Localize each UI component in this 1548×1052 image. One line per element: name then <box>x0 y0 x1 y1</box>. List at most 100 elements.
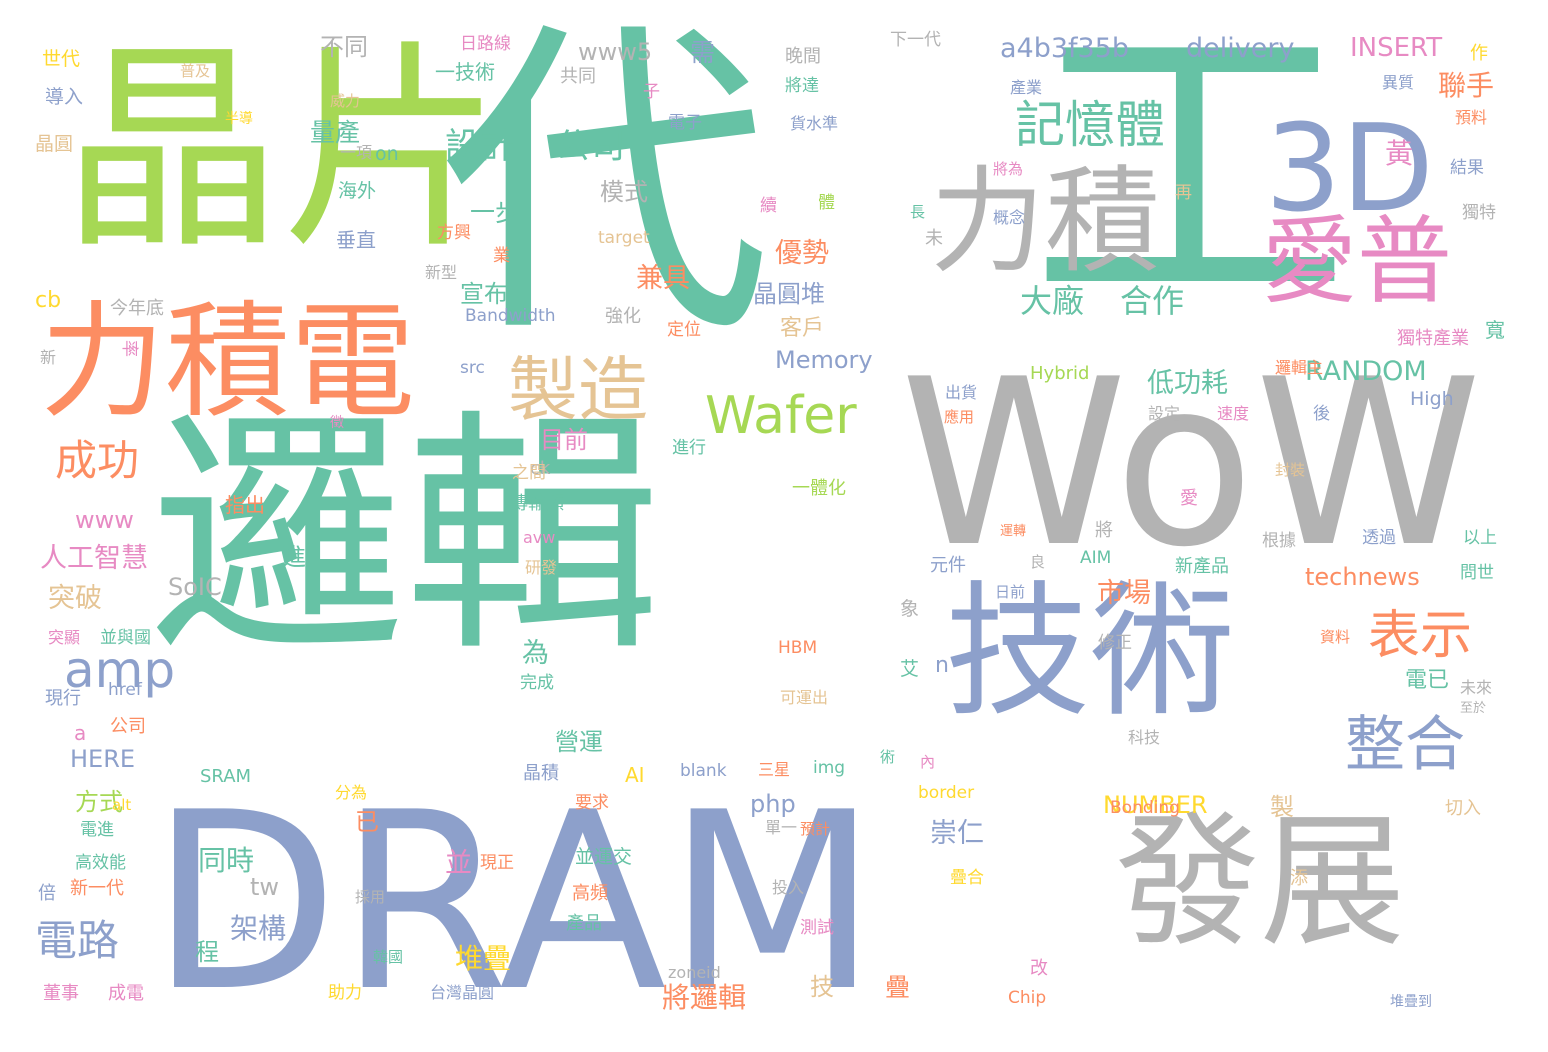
cloud-word: tw <box>250 873 280 901</box>
cloud-word: 同時 <box>198 844 255 877</box>
cloud-word: 三星 <box>758 760 791 779</box>
cloud-word: 世代 <box>42 48 81 70</box>
cloud-word: 獨特產業 <box>1397 328 1469 349</box>
cloud-word: 成電 <box>108 983 144 1004</box>
cloud-word: Hybrid <box>1030 363 1090 384</box>
cloud-word: 力積電 <box>40 290 415 435</box>
cloud-word: 添 <box>1290 868 1308 889</box>
cloud-word: 預料 <box>1455 108 1488 127</box>
cloud-word: 指出 <box>225 493 265 517</box>
cloud-word: 公司 <box>555 127 626 167</box>
cloud-word: target <box>598 228 650 248</box>
cloud-word: 黃 <box>1385 137 1414 170</box>
cloud-word: 方式 <box>75 788 123 816</box>
cloud-word: HBM <box>778 638 818 658</box>
cloud-word: 突破 <box>48 583 102 614</box>
cloud-word: 成功 <box>55 436 140 485</box>
cloud-word: 電已 <box>1405 668 1450 693</box>
cloud-word: 邏輯 <box>150 389 661 686</box>
cloud-word: ck <box>530 458 551 479</box>
cloud-word: 高效能 <box>75 853 126 873</box>
cloud-word: 切入 <box>1445 798 1481 819</box>
cloud-word: on <box>375 143 399 165</box>
cloud-word: 研發 <box>525 558 558 577</box>
cloud-word: 以上 <box>1463 528 1497 548</box>
cloud-word: 崇仁 <box>930 818 984 849</box>
cloud-word: 助力 <box>328 983 362 1003</box>
cloud-word: 將邏輯 <box>662 981 747 1014</box>
cloud-word: 定位 <box>667 320 701 340</box>
cloud-word: SoIC <box>168 573 222 601</box>
cloud-word: 術 <box>880 748 896 766</box>
cloud-word: 進 <box>282 543 306 571</box>
cloud-word: 新產品 <box>1175 556 1229 577</box>
cloud-word: 至於 <box>1460 701 1487 716</box>
cloud-word: src <box>460 358 485 378</box>
cloud-word: 已 <box>355 808 379 836</box>
cloud-word: 根據 <box>1262 531 1296 551</box>
cloud-word: 聯手 <box>1438 69 1495 102</box>
cloud-word: 疊 <box>885 973 911 1002</box>
cloud-word: 改 <box>1030 958 1048 979</box>
cloud-word: 業 <box>493 246 510 266</box>
cloud-word: 作 <box>1470 43 1488 64</box>
cloud-word: 一體化 <box>792 478 846 499</box>
cloud-word: 代 <box>440 0 770 377</box>
cloud-word: 子 <box>643 82 660 102</box>
cloud-word: 出貨 <box>945 383 978 402</box>
cloud-word: 未 <box>925 228 943 249</box>
cloud-word: 獨特 <box>1462 203 1496 223</box>
cloud-word: 新一代 <box>70 878 124 899</box>
cloud-word: AI <box>625 763 645 787</box>
cloud-word: 疊合 <box>950 868 984 888</box>
cloud-word: 透過 <box>1362 528 1396 548</box>
cloud-word: 3D <box>1265 100 1434 239</box>
cloud-word: 晚間 <box>785 46 821 67</box>
cloud-word: 一技術 <box>435 60 495 84</box>
cloud-word: 市場 <box>1097 578 1151 609</box>
cloud-word: 後 <box>1313 404 1330 424</box>
cloud-word: 完成 <box>520 673 554 693</box>
cloud-word: 艾 <box>900 658 920 680</box>
cloud-word: High <box>1410 388 1454 410</box>
cloud-word: 電子 <box>668 113 702 133</box>
cloud-word: 可運出 <box>780 688 829 707</box>
cloud-word: 並 <box>445 848 472 879</box>
cloud-word: 製 <box>1270 793 1294 821</box>
cloud-word: 方興 <box>437 223 471 243</box>
cloud-word: 兼具 <box>636 263 690 294</box>
cloud-word: Chip <box>1008 988 1047 1008</box>
cloud-word: 倍 <box>38 883 56 904</box>
cloud-word: 堆疊 <box>455 942 512 975</box>
cloud-word: 異質 <box>1382 73 1415 92</box>
cloud-word: 愛 <box>1180 488 1198 509</box>
cloud-word: 設定 <box>1148 404 1181 423</box>
cloud-word: 邏輯主 <box>1275 358 1324 377</box>
cloud-word: RANDOM <box>1305 356 1427 387</box>
cloud-word: 率 <box>119 340 139 357</box>
cloud-word: 高頻 <box>572 883 608 904</box>
cloud-word: 技 <box>810 973 834 1001</box>
cloud-word: 資料 <box>1320 628 1351 646</box>
cloud-word: SRAM <box>200 766 252 787</box>
cloud-word: 工 <box>1030 0 1350 356</box>
cloud-word: 進行 <box>672 438 706 458</box>
cloud-word: 之間 <box>512 463 546 483</box>
cloud-word: 修正 <box>1098 633 1132 653</box>
cloud-word: 表示 <box>1368 606 1473 666</box>
cloud-word: 力積 <box>930 155 1161 289</box>
cloud-word: 要求 <box>575 793 609 813</box>
cloud-word: 晶積 <box>523 763 559 784</box>
cloud-word: 問世 <box>1460 563 1494 583</box>
cloud-word: 不同 <box>320 33 368 61</box>
cloud-word: 堆疊到 <box>1390 994 1432 1010</box>
cloud-word: 製造 <box>508 349 648 431</box>
cloud-word: 內 <box>920 753 936 771</box>
cloud-word: 體 <box>818 193 835 213</box>
cloud-word: 垂直 <box>336 228 376 252</box>
cloud-word: Bandwidth <box>465 306 556 326</box>
cloud-word: 現行 <box>45 688 81 709</box>
cloud-word: 續 <box>760 196 777 216</box>
cloud-word: 新 <box>40 348 57 367</box>
cloud-word: 封裝 <box>1275 461 1306 479</box>
